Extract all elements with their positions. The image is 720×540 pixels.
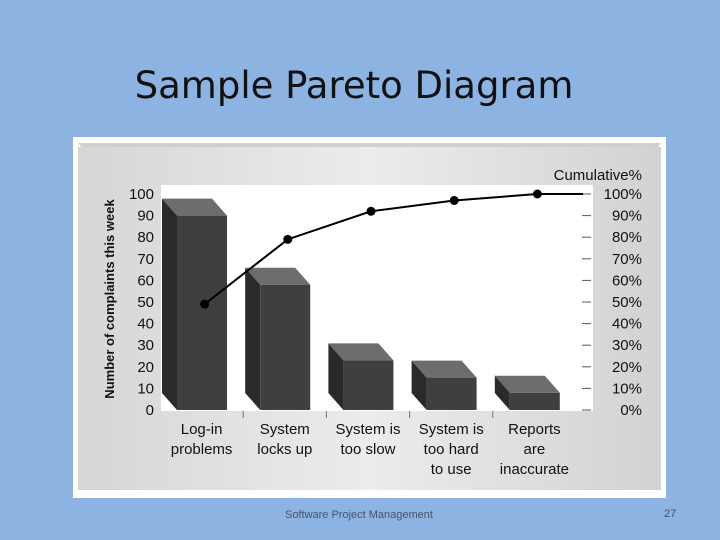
- slide-footer: Software Project Management: [285, 509, 433, 521]
- cumulative-line: [203, 193, 583, 305]
- y-tick-label: 80: [137, 229, 154, 246]
- x-tick-label: too slow: [340, 441, 395, 458]
- y2-axis-label: Cumulative%: [554, 167, 642, 184]
- bar-front: [343, 360, 394, 410]
- bar-front: [177, 215, 227, 410]
- y2-tick-label: 70%: [612, 251, 642, 268]
- x-tick-label: are: [524, 441, 546, 458]
- bar-top: [494, 375, 560, 393]
- slide-title: Sample Pareto Diagram: [134, 64, 574, 107]
- y2-tick-label: 50%: [612, 294, 642, 311]
- x-tick-label: System is: [419, 421, 484, 438]
- y-tick-label: 100: [129, 186, 154, 203]
- x-tick-label: Reports: [508, 421, 561, 438]
- bar: [328, 343, 394, 410]
- y2-tick-label: 30%: [612, 337, 642, 354]
- y2-tick-label: 90%: [612, 208, 642, 225]
- y2-tick-label: 80%: [612, 229, 642, 246]
- bar-top: [162, 198, 227, 216]
- x-tick-label: problems: [171, 441, 233, 458]
- bar-front: [509, 392, 560, 410]
- x-tick-label: to use: [431, 461, 472, 478]
- bar-front: [426, 377, 477, 410]
- x-tick-label: System is: [335, 421, 400, 438]
- bar-side: [245, 267, 261, 410]
- bar-top: [245, 267, 311, 285]
- bar-side: [494, 375, 510, 410]
- y-tick-label: 20: [137, 359, 154, 376]
- bar: [494, 375, 560, 410]
- x-tick-label: System: [260, 421, 310, 438]
- y-axis-label: Number of complaints this week: [102, 199, 117, 399]
- y-tick-label: 60: [137, 272, 154, 289]
- bar-top: [328, 343, 394, 361]
- y-tick-label: 90: [137, 208, 154, 225]
- bar-top: [411, 360, 477, 378]
- y2-tick-label: 40%: [612, 316, 642, 333]
- bar-side: [411, 360, 427, 410]
- x-tick-label: locks up: [257, 441, 312, 458]
- x-tick-label: too hard: [424, 441, 479, 458]
- bar: [162, 198, 227, 410]
- y2-tick-label: 60%: [612, 272, 642, 289]
- bar: [245, 267, 311, 410]
- bar-side: [328, 343, 344, 410]
- y-tick-label: 30: [137, 337, 154, 354]
- y2-tick-label: 20%: [612, 359, 642, 376]
- cumulative-point: [283, 234, 293, 244]
- bar: [411, 360, 477, 410]
- y-tick-label: 50: [137, 294, 154, 311]
- bar-front: [260, 284, 311, 410]
- y-tick-label: 40: [137, 316, 154, 333]
- x-tick-label: inaccurate: [500, 461, 569, 478]
- y2-tick-label: 100%: [604, 186, 642, 203]
- bar-side: [162, 198, 177, 410]
- y-tick-label: 70: [137, 251, 154, 268]
- cumulative-point: [366, 206, 376, 216]
- y2-tick-label: 0%: [620, 402, 642, 419]
- page-number: 27: [664, 508, 677, 520]
- chart-figure: 0 10 20 30 40 50 60 70 80 90 100 0% 10% 20% 30% 40% 50%…: [73, 137, 666, 498]
- y-tick-label: 0: [146, 402, 154, 419]
- pareto-chart: 0 10 20 30 40 50 60 70 80 90 100 0% 10% 20% 30% 40% 50%…: [78, 143, 661, 490]
- cumulative-point: [532, 189, 542, 199]
- cumulative-point: [449, 195, 459, 205]
- cumulative-point: [200, 299, 210, 309]
- y-tick-label: 10: [137, 380, 154, 397]
- y2-tick-label: 10%: [612, 380, 642, 397]
- x-tick-label: Log-in: [181, 421, 223, 438]
